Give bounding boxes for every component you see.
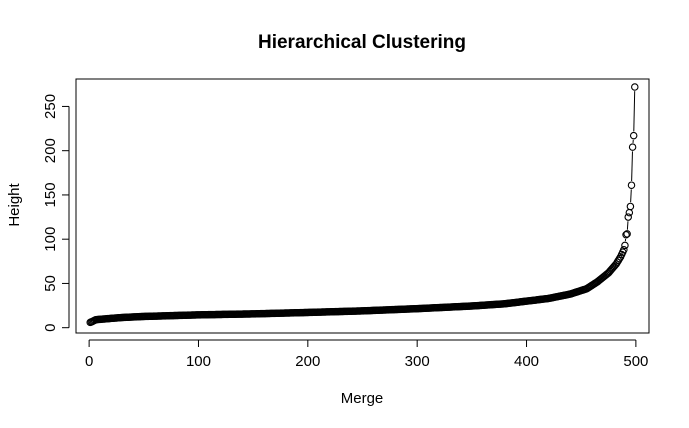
data-point [627,181,636,189]
x-tick-label: 300 [405,353,430,370]
data-point [622,231,630,239]
x-axis: 0 100 200 300 400 500 [85,339,648,370]
data-point [615,254,624,263]
x-tick-label: 400 [514,353,539,370]
series-segment [630,189,632,203]
y-tick-label: 150 [42,182,59,207]
data-point [626,202,635,211]
chart-title: Hierarchical Clustering [258,32,466,53]
y-tick-label: 0 [42,324,59,332]
x-axis-label: Merge [341,390,384,407]
y-tick-label: 200 [42,138,59,163]
x-tick-label: 100 [186,353,211,370]
data-point [624,213,632,221]
y-tick-label: 100 [42,227,59,252]
data-point [631,83,639,91]
data-series [86,83,639,327]
x-tick-label: 200 [295,353,320,370]
y-axis-label: Height [6,182,23,226]
data-point [625,208,634,217]
y-axis: 0 50 100 150 200 250 [42,94,70,332]
x-tick-label: 0 [85,353,93,370]
data-point [628,143,637,151]
series-segment [633,91,636,132]
y-tick-label: 50 [42,275,59,292]
series-segment [631,151,633,182]
data-point [629,131,638,140]
y-tick-label: 250 [42,94,59,119]
x-tick-label: 500 [623,353,648,370]
series-segment [626,221,629,230]
data-point [621,241,629,250]
plot-frame [75,78,650,334]
data-point [623,230,631,238]
data-point [620,246,628,254]
